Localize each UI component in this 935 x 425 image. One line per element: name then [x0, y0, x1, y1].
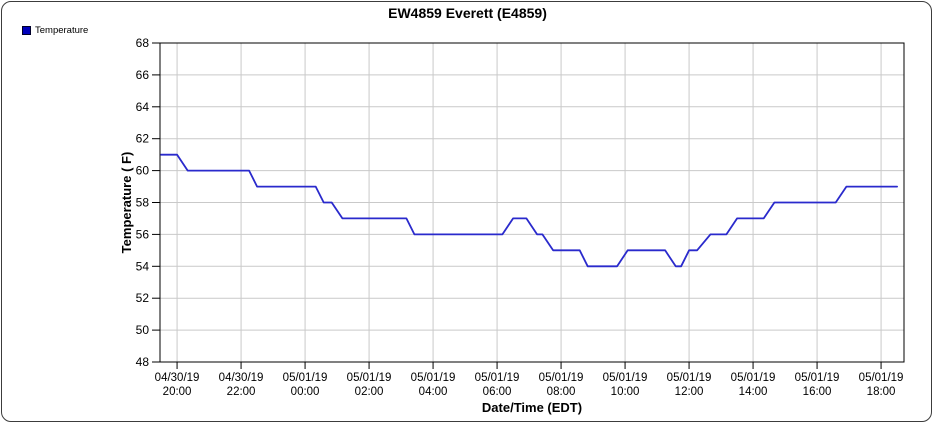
x-tick-time-label: 16:00	[803, 386, 832, 398]
temperature-series-swatch-icon	[22, 26, 31, 35]
x-tick-date-label: 05/01/19	[795, 372, 840, 384]
temperature-line	[160, 153, 898, 268]
chart-title: EW4859 Everett (E4859)	[388, 5, 547, 21]
x-tick-time-label: 00:00	[291, 386, 320, 398]
x-tick-date-label: 05/01/19	[539, 372, 584, 384]
x-tick-date-label: 04/30/19	[219, 372, 264, 384]
y-tick-label: 54	[136, 259, 150, 273]
x-tick-time-label: 18:00	[867, 386, 896, 398]
legend: Temperature	[22, 25, 88, 36]
x-tick-time-label: 04:00	[419, 386, 448, 398]
y-tick-label: 50	[136, 323, 150, 337]
temperature-legend-label: Temperature	[35, 25, 89, 36]
x-tick-date-label: 05/01/19	[475, 372, 520, 384]
y-tick-label: 68	[136, 36, 150, 50]
x-tick-date-label: 04/30/19	[155, 372, 200, 384]
x-tick-date-label: 05/01/19	[603, 372, 648, 384]
x-tick-date-label: 05/01/19	[667, 372, 712, 384]
x-tick-time-label: 08:00	[547, 386, 576, 398]
y-tick-label: 66	[136, 68, 150, 82]
x-tick-time-label: 02:00	[355, 386, 384, 398]
x-tick-date-label: 05/01/19	[283, 372, 328, 384]
y-tick-label: 64	[136, 100, 150, 114]
y-tick-label: 48	[136, 355, 150, 369]
x-tick-time-label: 12:00	[675, 386, 704, 398]
x-tick-date-label: 05/01/19	[411, 372, 456, 384]
y-tick-label: 56	[136, 227, 150, 241]
x-tick-date-label: 05/01/19	[731, 372, 776, 384]
x-tick-date-label: 05/01/19	[347, 372, 392, 384]
y-tick-label: 52	[136, 291, 150, 305]
x-tick-time-label: 14:00	[739, 386, 768, 398]
x-tick-time-label: 22:00	[227, 386, 256, 398]
x-axis-title: Date/Time (EDT)	[482, 400, 582, 415]
y-tick-label: 58	[136, 196, 150, 210]
x-tick-time-label: 20:00	[163, 386, 192, 398]
y-tick-label: 62	[136, 132, 150, 146]
y-axis-title: Temperature ( F)	[119, 152, 134, 254]
x-tick-time-label: 10:00	[611, 386, 640, 398]
x-tick-time-label: 06:00	[483, 386, 512, 398]
y-tick-label: 60	[136, 164, 150, 178]
x-tick-date-label: 05/01/19	[859, 372, 904, 384]
